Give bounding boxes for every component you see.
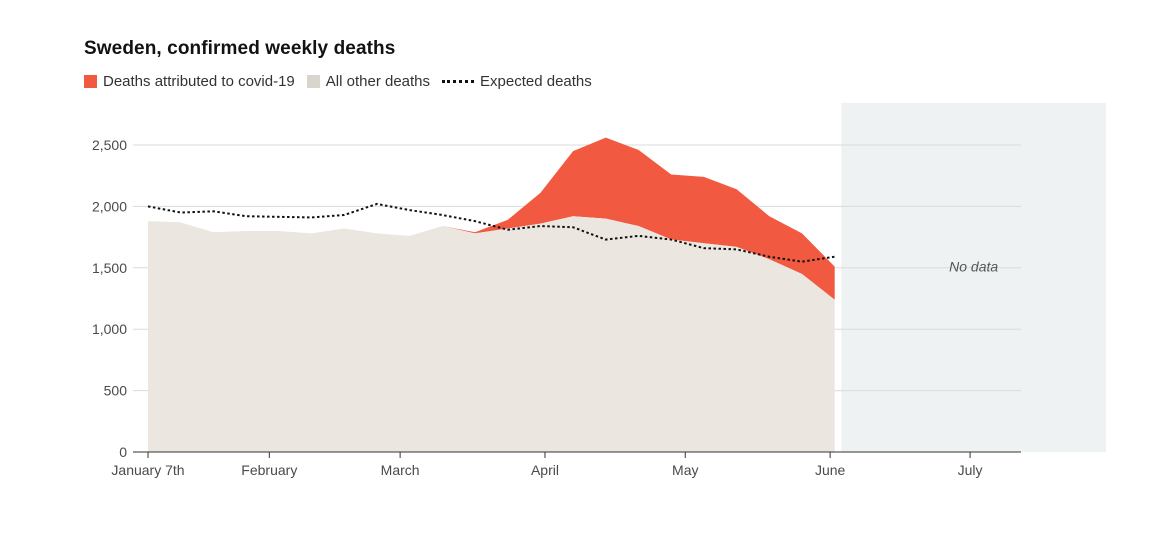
- x-tick-label-5: June: [815, 462, 846, 478]
- y-tick-label-2000: 2,000: [92, 198, 127, 214]
- legend-item-covid: Deaths attributed to covid-19: [84, 73, 295, 90]
- y-tick-label-500: 500: [104, 383, 128, 399]
- no-data-label: No data: [949, 258, 998, 274]
- no-data-region: [841, 103, 1107, 452]
- series-other-area: [148, 216, 835, 452]
- legend-label-expected: Expected deaths: [480, 72, 592, 90]
- x-tick-label-6: July: [958, 462, 983, 478]
- x-tick-label-2: March: [381, 462, 420, 478]
- y-tick-label-1000: 1,000: [92, 321, 127, 337]
- x-tick-label-1: February: [241, 462, 297, 478]
- legend-swatch-other: [306, 74, 320, 88]
- legend-label-covid: Deaths attributed to covid-19: [103, 72, 295, 90]
- legend: Deaths attributed to covid-19 All other …: [84, 71, 604, 91]
- x-tick-label-0: January 7th: [111, 462, 184, 478]
- series-covid-area: [148, 137, 835, 300]
- y-tick-label-0: 0: [119, 444, 127, 460]
- legend-dotted-line: [442, 79, 475, 83]
- chart-title: Sweden, confirmed weekly deaths: [84, 38, 396, 59]
- legend-item-expected: Expected deaths: [442, 73, 592, 90]
- x-tick-label-3: April: [531, 462, 559, 478]
- legend-item-other: All other deaths: [306, 72, 431, 90]
- y-tick-label-1500: 1,500: [92, 260, 127, 276]
- y-tick-label-2500: 2,500: [92, 137, 127, 153]
- x-tick-label-4: May: [672, 462, 698, 478]
- legend-label-other: All other deaths: [325, 72, 431, 90]
- series-expected-line: [147, 202, 835, 263]
- legend-swatch-covid: [84, 74, 97, 88]
